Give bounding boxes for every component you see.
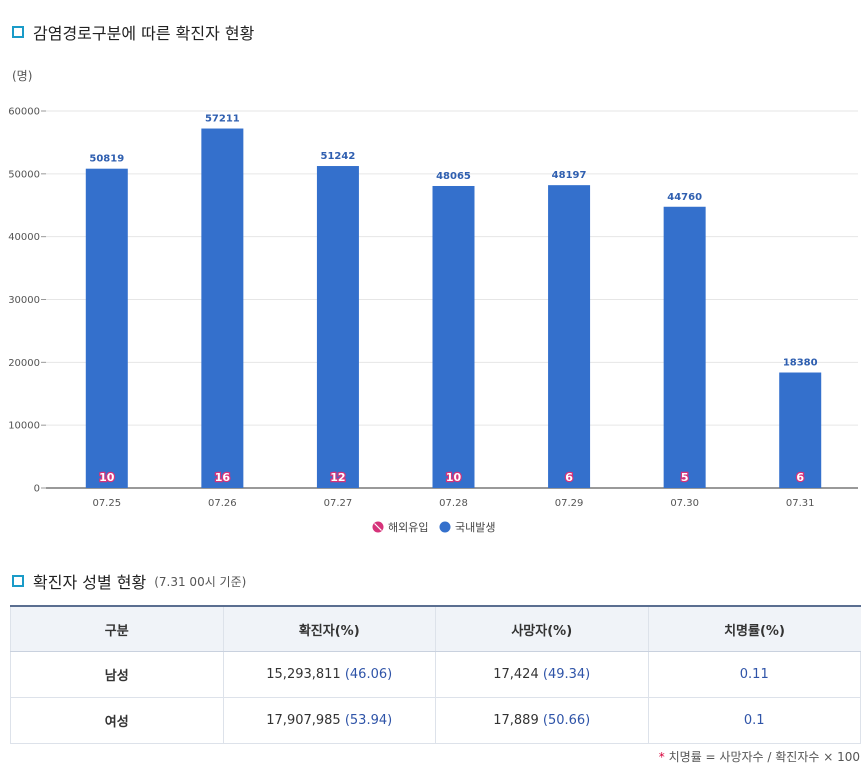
legend-marker-domestic [439,521,451,533]
row-label: 남성 [10,651,224,698]
deaths-cell: 17,424 (49.34) [435,651,649,698]
cases-cell: 15,293,811 (46.06) [222,651,436,698]
table-row: 여성 17,907,985 (53.94) 17,889 (50.66) 0.1 [10,697,861,744]
cases-value: 15,293,811 [266,667,341,682]
data-label-overseas: 12 [330,471,345,484]
table-header-row: 구분 확진자(%) 사망자(%) 치명률(%) [10,605,861,652]
bar-domestic [201,128,244,488]
header-fatality: 치명률(%) [647,605,861,652]
x-tick-label: 07.26 [208,498,237,509]
cases-value: 17,907,985 [266,713,341,728]
deaths-value: 17,424 [493,667,539,682]
x-tick-label: 07.28 [439,498,468,509]
y-tick-label: 20000 [8,358,40,369]
data-label-overseas: 5 [681,471,689,484]
legend-label-domestic: 국내발생 [455,521,495,534]
header-category: 구분 [10,605,223,652]
data-label-domestic: 44760 [667,192,702,203]
section-title-text: 감염경로구분에 따른 확진자 현황 [33,24,255,43]
footnote-text: 치명률 = 사망자수 / 확진자수 × 100 [668,750,860,764]
bar-domestic [663,206,706,488]
section-note: (7.31 00시 기준) [154,574,247,589]
table-row: 남성 15,293,811 (46.06) 17,424 (49.34) 0.1… [10,651,861,698]
y-tick-label: 10000 [8,421,40,432]
section-title-text: 확진자 성별 현황 [33,573,147,592]
cases-cell: 17,907,985 (53.94) [222,697,436,744]
header-cases: 확진자(%) [222,605,436,652]
data-label-overseas: 10 [99,471,115,484]
footnote-star: * [658,750,665,764]
bar-chart: 0 10000 20000 30000 40000 50000 60000 50819 10 07… [8,107,858,534]
footnote: * 치명률 = 사망자수 / 확진자수 × 100 [659,748,860,765]
row-label: 여성 [10,697,224,744]
section-title-gender: 확진자 성별 현황 (7.31 00시 기준) [12,569,246,593]
bar-domestic [85,168,128,488]
bar-domestic [316,166,359,489]
section-title-infection-route: 감염경로구분에 따른 확진자 현황 [12,20,254,44]
cases-pct: (46.06) [344,667,393,682]
x-tick-label: 07.31 [786,498,815,509]
gender-table: 구분 확진자(%) 사망자(%) 치명률(%) 남성 15,293,811 (4… [10,605,861,744]
y-tick-label: 50000 [8,169,40,180]
data-label-overseas: 6 [796,471,804,484]
data-label-domestic: 50819 [89,154,124,165]
data-label-domestic: 57211 [205,114,240,125]
data-label-domestic: 18380 [783,358,818,369]
bar-domestic [432,185,475,488]
fatality-cell: 0.11 [647,651,861,698]
deaths-cell: 17,889 (50.66) [435,697,649,744]
data-label-overseas: 10 [446,471,462,484]
fatality-cell: 0.1 [647,697,861,744]
data-label-domestic: 48197 [552,170,587,181]
bar-domestic [548,185,591,489]
y-tick-label: 60000 [8,107,40,118]
x-tick-label: 07.29 [555,498,584,509]
y-tick-label: 30000 [8,295,40,306]
deaths-pct: (50.66) [542,713,591,728]
x-tick-label: 07.25 [92,498,121,509]
data-label-domestic: 51242 [321,151,356,162]
legend-label-overseas: 해외유입 [388,520,428,534]
square-bullet-icon [12,575,24,587]
y-tick-label: 0 [34,484,40,495]
y-tick-label: 40000 [8,232,40,243]
cases-pct: (53.94) [344,713,393,728]
legend-marker-stripe [374,523,382,531]
square-bullet-icon [12,26,24,38]
deaths-pct: (49.34) [542,667,591,682]
bar-domestic [779,372,822,488]
data-label-domestic: 48065 [436,171,471,182]
deaths-value: 17,889 [493,713,539,728]
y-axis-unit: (명) [12,69,33,83]
data-label-overseas: 6 [565,471,573,484]
x-tick-label: 07.27 [324,498,353,509]
data-label-overseas: 16 [215,471,231,484]
x-tick-label: 07.30 [670,498,699,509]
header-deaths: 사망자(%) [435,605,648,652]
